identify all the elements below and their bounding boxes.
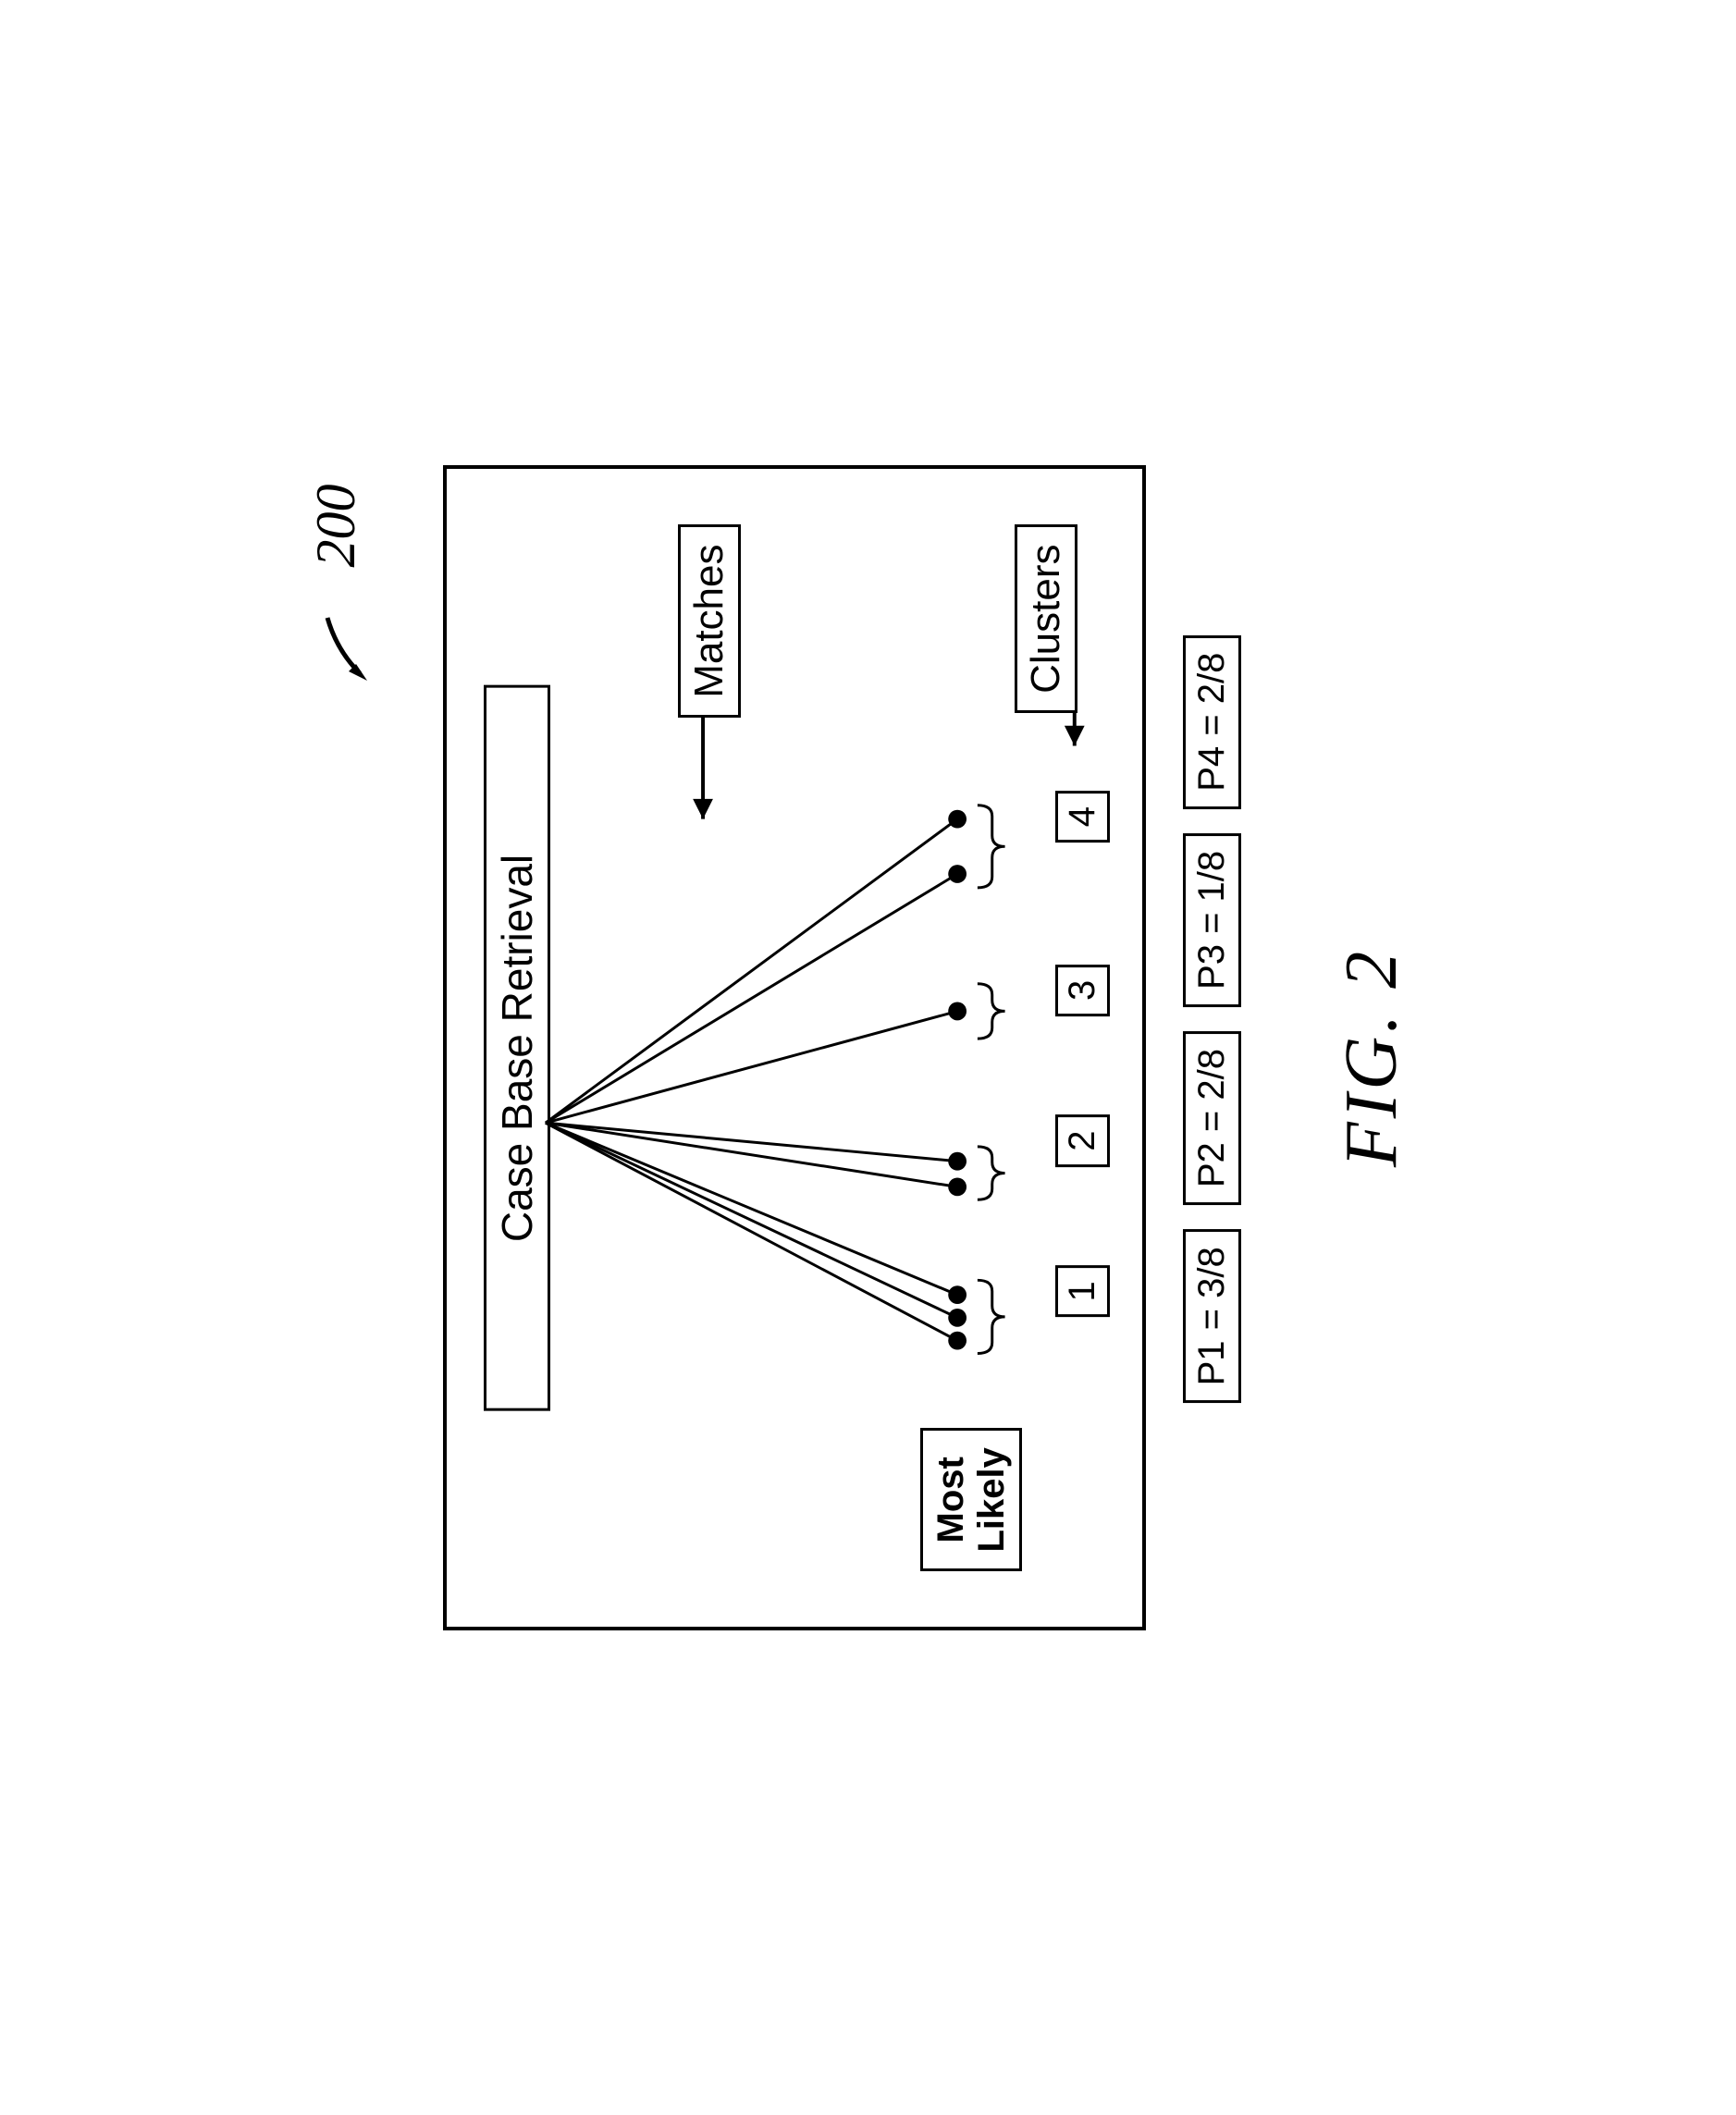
most-likely-label: Most Likely (920, 1428, 1022, 1571)
matches-label: Matches (678, 525, 741, 718)
cluster-box-3: 3 (1055, 965, 1110, 1016)
probability-row: P1 = 3/8 P2 = 2/8 P3 = 1/8 P4 = 2/8 (1183, 466, 1248, 1631)
cluster-box-4: 4 (1055, 791, 1110, 842)
probability-box: P1 = 3/8 (1183, 1229, 1241, 1403)
cluster-row: 1 2 3 4 (1055, 470, 1107, 1628)
figure-ref-number: 200 (305, 485, 366, 568)
probability-box: P2 = 2/8 (1183, 1031, 1241, 1205)
title-box: Case Base Retrieval (484, 685, 550, 1411)
probability-box: P4 = 2/8 (1183, 635, 1241, 809)
cluster-box-1: 1 (1055, 1265, 1110, 1317)
figure-reference: 200 (304, 485, 369, 693)
cluster-box-2: 2 (1055, 1115, 1110, 1167)
diagram-frame: Case Base Retrieval Matches Clusters Mos… (443, 466, 1146, 1631)
probability-box: P3 = 1/8 (1183, 833, 1241, 1007)
figure-label: FIG. 2 (1330, 948, 1414, 1167)
most-likely-line2: Likely (971, 1447, 1012, 1552)
most-likely-line1: Most (930, 1447, 971, 1552)
